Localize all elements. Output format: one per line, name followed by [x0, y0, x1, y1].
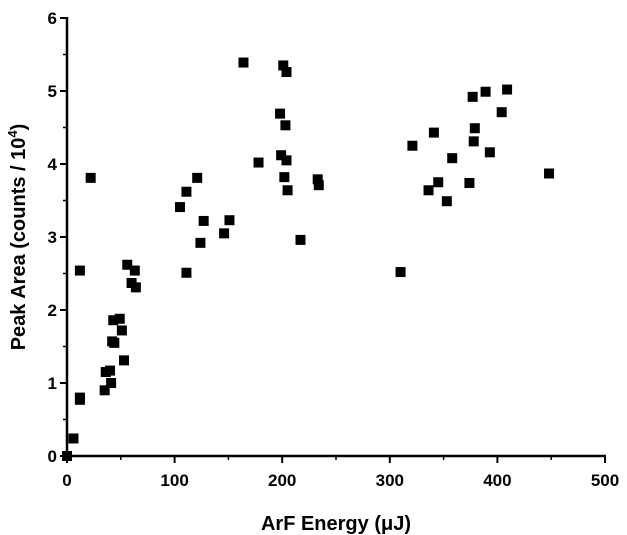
data-point [105, 365, 116, 376]
data-point [496, 107, 507, 118]
x-tick-label: 0 [62, 471, 71, 490]
data-point [195, 237, 206, 248]
data-point [181, 267, 192, 278]
data-point [395, 267, 406, 278]
data-point [441, 196, 452, 207]
data-point [282, 185, 293, 196]
data-point [407, 140, 418, 151]
data-point [224, 215, 235, 226]
data-point [428, 127, 439, 138]
data-point [219, 228, 230, 239]
data-points [62, 57, 555, 461]
data-point [109, 337, 120, 348]
data-point [469, 123, 480, 134]
y-tick-label: 0 [48, 447, 57, 466]
data-point [502, 84, 513, 95]
data-point [280, 120, 291, 131]
data-point [253, 157, 264, 168]
y-tick-label: 1 [48, 374, 57, 393]
data-point [276, 150, 287, 161]
data-point [85, 172, 96, 183]
data-point [192, 172, 203, 183]
data-point [313, 180, 324, 191]
data-point [99, 385, 110, 396]
y-tick-label: 5 [48, 82, 57, 101]
data-point [74, 394, 85, 405]
x-tick-label: 400 [483, 471, 511, 490]
data-point [312, 174, 323, 185]
data-point [468, 136, 479, 147]
data-point [122, 259, 133, 270]
x-tick-label: 100 [160, 471, 188, 490]
y-tick-label: 4 [48, 155, 58, 174]
y-axis-title-main: Peak Area (counts / 10 [8, 138, 30, 351]
data-point [464, 177, 475, 188]
y-axis-title-superscript: 4 [5, 130, 20, 138]
data-point [108, 315, 119, 326]
y-tick-label: 2 [48, 301, 57, 320]
y-tick-label: 6 [48, 9, 57, 28]
plot-frame [65, 17, 606, 458]
data-point [480, 86, 491, 97]
data-point [130, 282, 141, 293]
data-point [74, 265, 85, 276]
data-point [62, 451, 72, 461]
data-point [281, 67, 292, 78]
data-point [106, 378, 117, 388]
y-axis-title-close: ) [8, 124, 30, 131]
x-tick-label: 500 [591, 471, 619, 490]
data-point [238, 57, 249, 68]
data-point [198, 215, 209, 226]
data-point [279, 172, 290, 183]
data-point [295, 234, 306, 245]
data-point [174, 202, 185, 213]
data-point [484, 147, 495, 158]
data-point [181, 186, 192, 197]
data-point [281, 155, 292, 166]
y-axis-title: Peak Area (counts / 104) [5, 124, 30, 351]
data-point [114, 313, 125, 324]
y-axis-ticks: 0 1 2 3 4 5 6 [48, 9, 67, 466]
data-point [129, 265, 140, 276]
x-tick-label: 300 [376, 471, 404, 490]
data-point [116, 325, 127, 336]
data-point [447, 153, 458, 164]
x-axis-ticks: 0 100 200 300 400 500 [62, 456, 619, 490]
x-tick-label: 200 [268, 471, 296, 490]
data-point [544, 168, 555, 179]
data-point [433, 177, 444, 188]
data-point [278, 60, 289, 71]
data-point [423, 185, 434, 196]
data-point [467, 91, 478, 102]
x-axis-title: ArF Energy (μJ) [261, 513, 411, 535]
data-point [275, 108, 286, 119]
data-point [119, 355, 130, 366]
y-tick-label: 3 [48, 228, 57, 247]
data-point [68, 433, 79, 444]
